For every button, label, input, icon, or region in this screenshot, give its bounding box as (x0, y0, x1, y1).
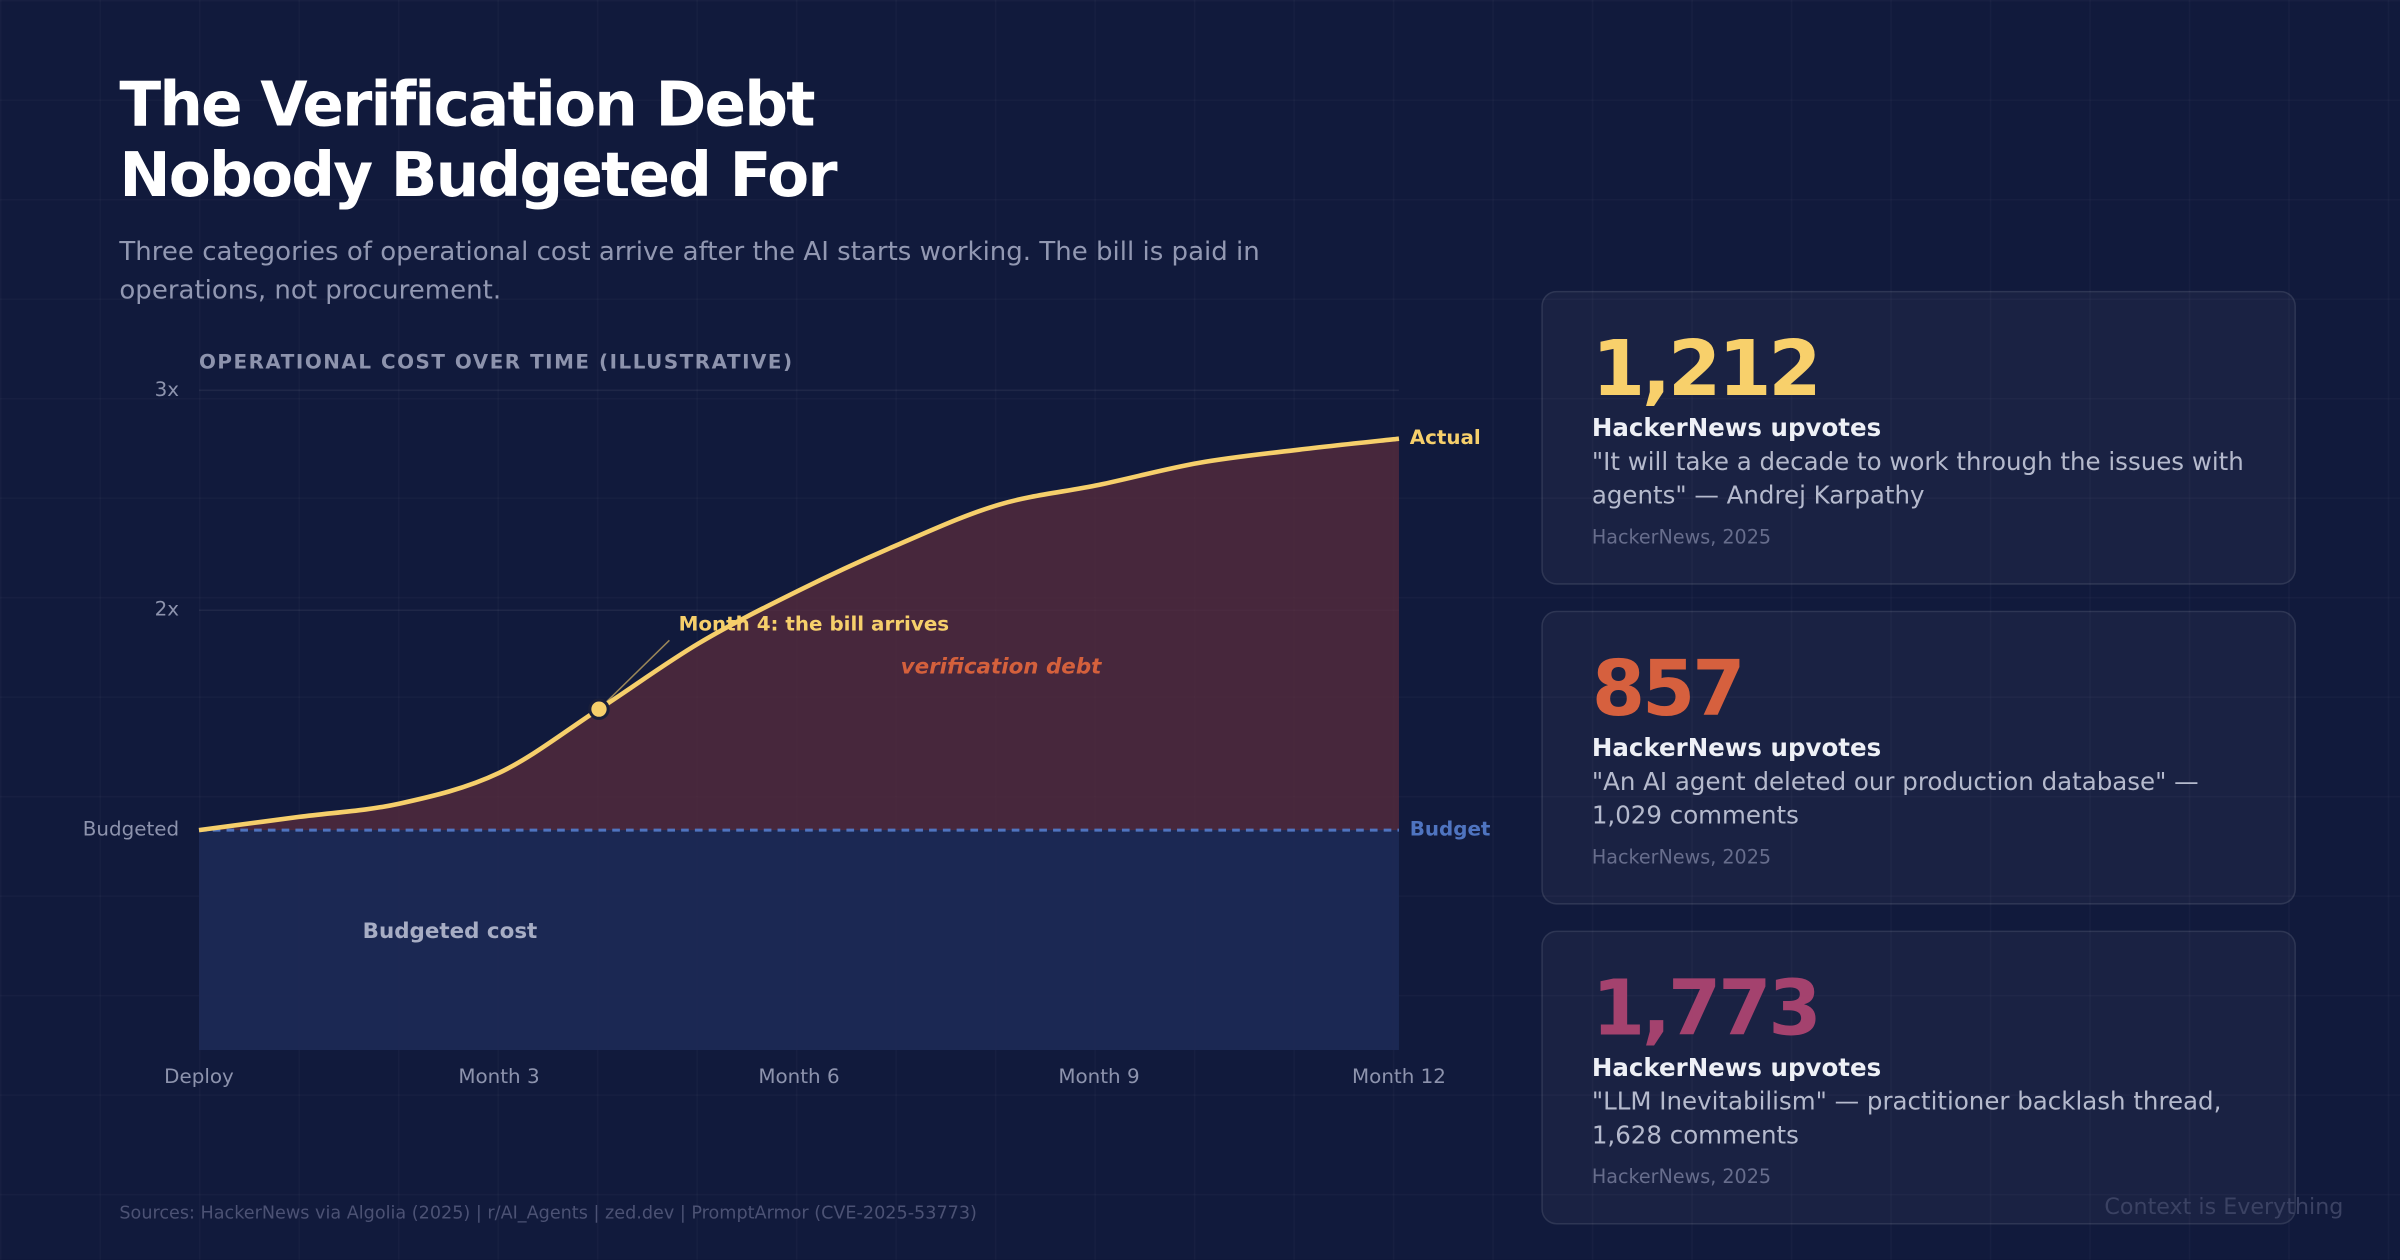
stat-number: 857 (1591, 644, 1746, 734)
stat-source: HackerNews, 2025 (1591, 1164, 1772, 1188)
debt-area (198, 438, 1399, 831)
stat-card: 1,212 HackerNews upvotes "It will take a d… (1541, 290, 2296, 585)
title-line: Nobody Budgeted For (119, 140, 837, 212)
stat-source: HackerNews, 2025 (1591, 844, 1772, 868)
y-tick-label: Budgeted (83, 818, 179, 841)
area-label: verification debt (901, 654, 1102, 679)
stat-card: 1,773 HackerNews upvotes "LLM Inevitabilis… (1541, 930, 2296, 1225)
subtitle: Three categories of operational cost arr… (119, 237, 1260, 307)
annotation: Month 4: the bill arrives (679, 612, 950, 635)
stat-label: HackerNews upvotes (1591, 413, 1882, 443)
x-tick-label: Month 3 (458, 1065, 539, 1088)
annotation-point (588, 698, 610, 720)
stat-quote: "LLM Inevitabilism" — practitioner backl… (1591, 1086, 2222, 1150)
x-tick-label: Deploy (164, 1065, 234, 1088)
stat-quote: "It will take a decade to work through t… (1591, 446, 2244, 510)
stat-source: HackerNews, 2025 (1591, 524, 1772, 548)
x-tick-label: Month 12 (1352, 1065, 1446, 1088)
area-label: Budgeted cost (363, 919, 538, 944)
annotation-leader (598, 639, 670, 710)
legend-label: Actual (1410, 426, 1481, 449)
stat-quote: "An AI agent deleted our production data… (1591, 766, 2199, 830)
stat-number: 1,773 (1591, 964, 1822, 1054)
budget-area (198, 830, 1399, 1050)
title-line: The Verification Debt (119, 70, 815, 141)
y-tick-label: 2x (155, 598, 180, 621)
stat-label: HackerNews upvotes (1591, 733, 1882, 763)
chart: OPERATIONAL COST OVER TIME (ILLUSTRATIVE… (83, 350, 1491, 1088)
chart-title: OPERATIONAL COST OVER TIME (ILLUSTRATIVE… (199, 350, 794, 373)
stat-card: 857 HackerNews upvotes "An AI agent delete… (1541, 610, 2296, 905)
sources: Sources: HackerNews via Algolia (2025) |… (119, 1201, 977, 1223)
stat-number: 1,212 (1591, 324, 1822, 414)
legend-label: Budget (1410, 818, 1491, 841)
stat-label: HackerNews upvotes (1591, 1053, 1882, 1083)
x-tick-label: Month 9 (1058, 1065, 1139, 1088)
brand: Context is Everything (2104, 1195, 2344, 1220)
page-title: The Verification Debt Nobody Budgeted Fo… (119, 70, 837, 212)
y-tick-label: 3x (155, 378, 180, 401)
x-tick-label: Month 6 (758, 1065, 839, 1088)
actual-line (198, 436, 1400, 833)
